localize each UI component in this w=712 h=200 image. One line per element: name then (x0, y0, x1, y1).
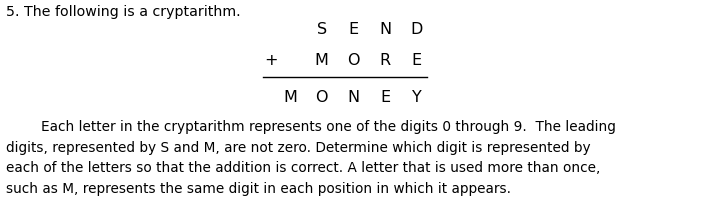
Text: 5. The following is a cryptarithm.: 5. The following is a cryptarithm. (6, 5, 241, 19)
Text: Each letter in the cryptarithm represents one of the digits 0 through 9.  The le: Each letter in the cryptarithm represent… (6, 120, 617, 196)
Text: E: E (412, 53, 422, 68)
Text: O: O (315, 90, 328, 105)
Text: E: E (380, 90, 390, 105)
Text: S: S (317, 22, 327, 37)
Text: N: N (347, 90, 360, 105)
Text: E: E (348, 22, 358, 37)
Text: R: R (379, 53, 391, 68)
Text: M: M (315, 53, 328, 68)
Text: D: D (411, 22, 423, 37)
Text: Y: Y (412, 90, 422, 105)
Text: N: N (379, 22, 391, 37)
Text: +: + (264, 53, 278, 68)
Text: M: M (283, 90, 297, 105)
Text: O: O (347, 53, 360, 68)
